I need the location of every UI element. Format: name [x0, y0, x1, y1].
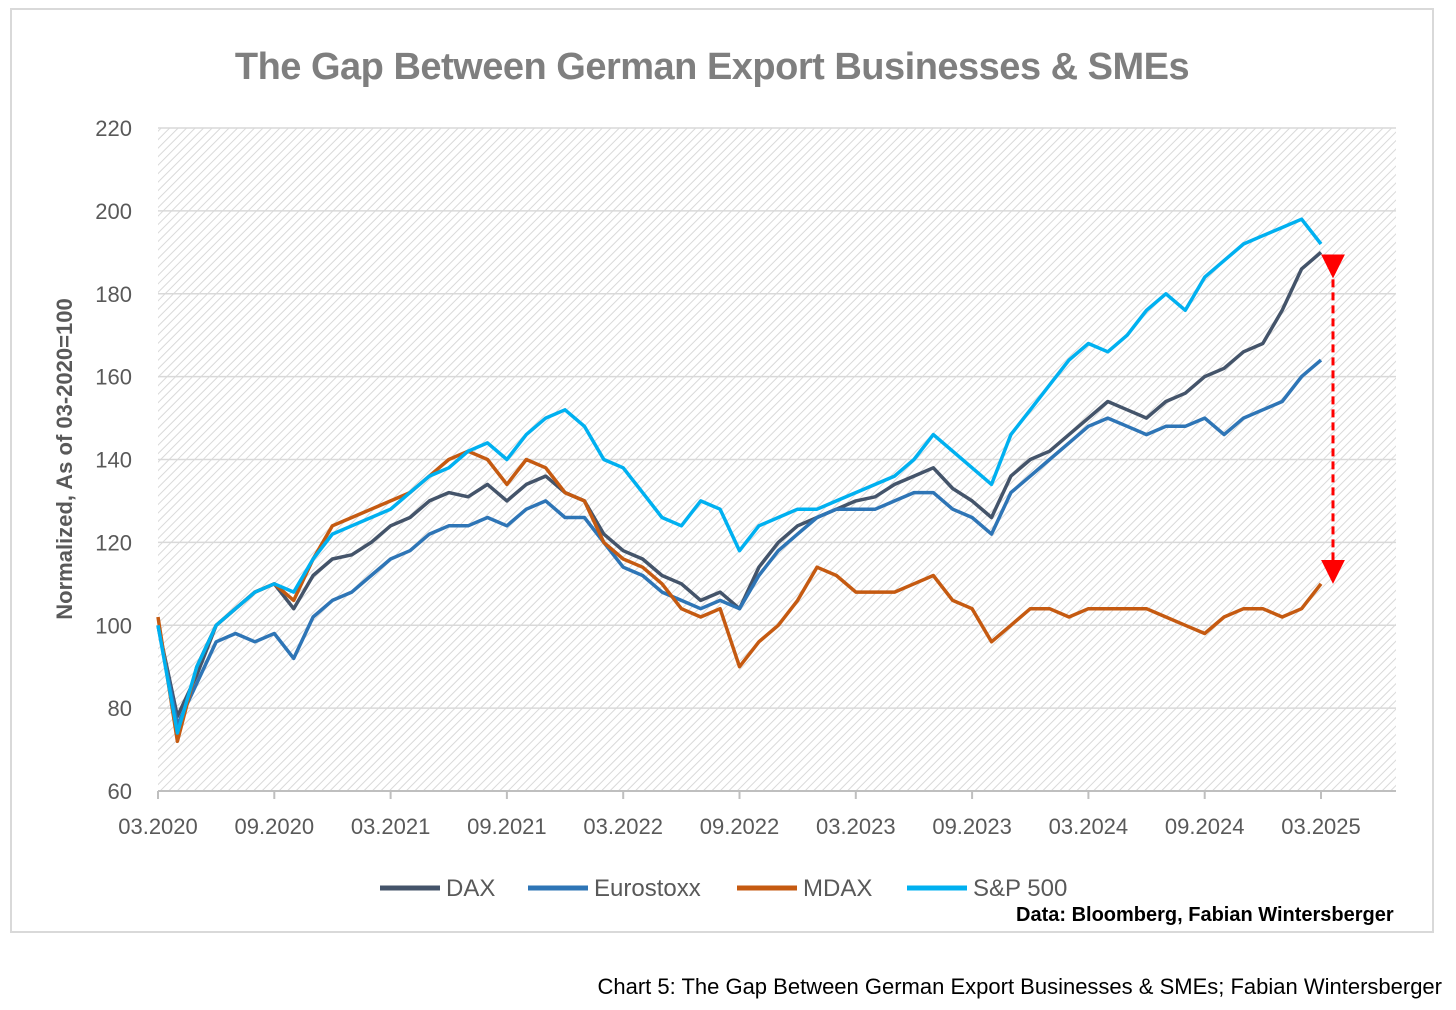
y-tick-label: 180 — [95, 282, 132, 307]
y-axis-label: Normalized, As of 03-2020=100 — [52, 298, 77, 619]
y-tick-label: 80 — [108, 696, 132, 721]
y-tick-label: 120 — [95, 530, 132, 555]
x-tick-label: 03.2022 — [583, 814, 663, 839]
chart-caption: Chart 5: The Gap Between German Export B… — [597, 974, 1442, 999]
legend-label: DAX — [446, 875, 495, 902]
x-tick-label: 03.2025 — [1281, 814, 1361, 839]
x-tick-label: 09.2020 — [235, 814, 315, 839]
series-line-mdax — [156, 449, 1323, 744]
legend-label: S&P 500 — [973, 875, 1067, 902]
y-tick-label: 220 — [95, 116, 132, 141]
x-tick-label: 09.2021 — [467, 814, 547, 839]
x-tick-label: 03.2021 — [351, 814, 431, 839]
chart-title: The Gap Between German Export Businesses… — [234, 46, 1190, 88]
legend-label: Eurostoxx — [594, 875, 701, 902]
x-tick-label: 09.2024 — [1165, 814, 1245, 839]
legend-label: MDAX — [803, 875, 872, 902]
series-line-s-p-500 — [156, 217, 1323, 735]
x-tick-label: 09.2023 — [932, 814, 1012, 839]
x-tick-label: 09.2022 — [700, 814, 780, 839]
y-tick-label: 160 — [95, 365, 132, 390]
x-tick-label: 03.2020 — [118, 814, 198, 839]
y-tick-label: 100 — [95, 613, 132, 638]
series-line-eurostoxx — [156, 358, 1323, 727]
x-tick-label: 03.2024 — [1049, 814, 1129, 839]
y-tick-label: 60 — [108, 779, 132, 804]
y-tick-label: 200 — [95, 199, 132, 224]
x-tick-label: 03.2023 — [816, 814, 896, 839]
y-tick-label: 140 — [95, 448, 132, 473]
source-note: Data: Bloomberg, Fabian Wintersberger — [1016, 904, 1394, 926]
